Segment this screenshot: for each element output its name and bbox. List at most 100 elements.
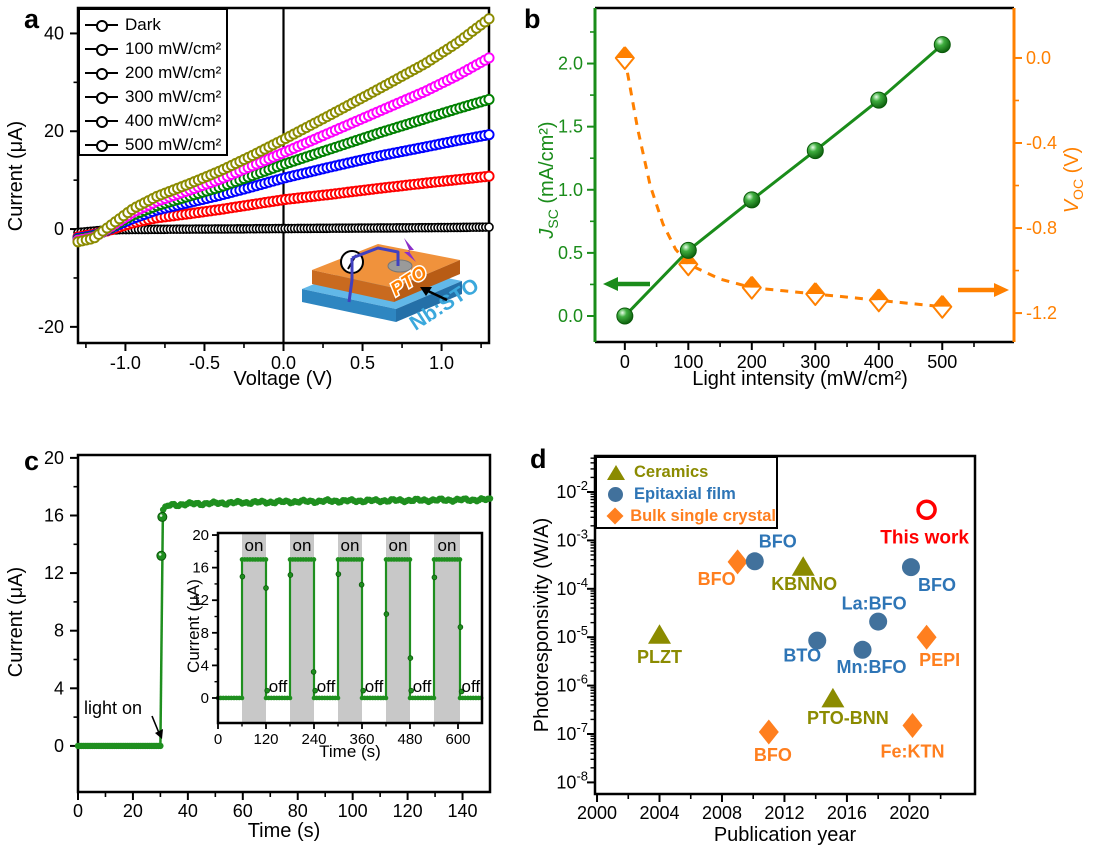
diamond-marker-icon [606, 507, 624, 525]
legend-label: Bulk single crystal [630, 506, 776, 525]
legend-item-300: 300 mW/cm² [80, 85, 226, 109]
svg-text:4: 4 [54, 678, 64, 698]
svg-text:20: 20 [44, 121, 64, 141]
svg-text:-1.2: -1.2 [1026, 303, 1057, 323]
svg-text:This work: This work [880, 528, 969, 549]
svg-text:-0.4: -0.4 [1026, 133, 1057, 153]
svg-text:-0.8: -0.8 [1026, 218, 1057, 238]
svg-text:La:BFO: La:BFO [842, 594, 907, 614]
svg-text:10-4: 10-4 [556, 575, 588, 599]
line-circle-marker-icon [85, 139, 118, 152]
legend-label: 300 mW/cm² [125, 87, 222, 106]
svg-text:40: 40 [44, 23, 64, 43]
svg-text:10-7: 10-7 [556, 720, 588, 744]
svg-text:0: 0 [620, 352, 630, 372]
svg-text:10-3: 10-3 [556, 526, 588, 550]
circle-marker-icon [606, 486, 625, 502]
legend-label: Ceramics [634, 462, 709, 481]
svg-text:1.0: 1.0 [429, 353, 454, 373]
svg-text:240: 240 [301, 731, 326, 748]
svg-text:0.5: 0.5 [350, 353, 375, 373]
svg-text:0.5: 0.5 [558, 243, 583, 263]
svg-text:0: 0 [54, 219, 64, 239]
svg-text:360: 360 [349, 731, 374, 748]
svg-text:KBNNO: KBNNO [771, 574, 837, 594]
line-circle-marker-icon [85, 19, 118, 32]
svg-text:2.0: 2.0 [558, 54, 583, 74]
svg-text:0.0: 0.0 [558, 306, 583, 326]
svg-text:BFO: BFO [759, 531, 797, 551]
svg-text:0: 0 [73, 801, 83, 821]
svg-text:16: 16 [44, 505, 64, 525]
panel-a-legend: Dark 100 mW/cm² 200 mW/cm² 300 mW/cm² 40… [78, 8, 228, 156]
legend-item-400: 400 mW/cm² [80, 109, 226, 133]
svg-text:on: on [438, 536, 457, 555]
svg-text:600: 600 [445, 731, 470, 748]
svg-text:8: 8 [201, 625, 209, 642]
svg-text:off: off [413, 677, 432, 696]
legend-item-ceramics: Ceramics [606, 461, 776, 483]
svg-text:0.0: 0.0 [1026, 48, 1051, 68]
legend-label: 100 mW/cm² [125, 39, 222, 58]
svg-text:BFO: BFO [754, 745, 792, 765]
svg-text:100: 100 [338, 801, 368, 821]
legend-item-bulk-single-crystal: Bulk single crystal [606, 505, 776, 527]
svg-text:2004: 2004 [639, 803, 679, 823]
svg-text:20: 20 [192, 527, 209, 544]
svg-text:-0.5: -0.5 [189, 353, 220, 373]
triangle-marker-icon [606, 464, 625, 480]
svg-text:2008: 2008 [702, 803, 742, 823]
svg-text:16: 16 [192, 560, 209, 577]
svg-text:2016: 2016 [827, 803, 867, 823]
svg-text:on: on [245, 536, 264, 555]
svg-text:on: on [389, 536, 408, 555]
legend-label: Epitaxial film [634, 484, 736, 503]
svg-text:120: 120 [253, 731, 278, 748]
svg-text:Fe:KTN: Fe:KTN [881, 741, 945, 761]
legend-item-500: 500 mW/cm² [80, 133, 226, 157]
svg-text:20: 20 [123, 801, 143, 821]
legend-label: 500 mW/cm² [125, 135, 222, 154]
svg-text:4: 4 [201, 657, 209, 674]
svg-text:off: off [269, 677, 288, 696]
svg-text:0: 0 [54, 736, 64, 756]
svg-text:10-6: 10-6 [556, 672, 588, 696]
svg-text:PEPI: PEPI [919, 650, 960, 670]
svg-text:20: 20 [44, 448, 64, 468]
legend-item-epitaxial-film: Epitaxial film [606, 483, 776, 505]
svg-text:off: off [365, 677, 384, 696]
svg-text:-20: -20 [38, 317, 64, 337]
line-circle-marker-icon [85, 67, 118, 80]
legend-label: 200 mW/cm² [125, 63, 222, 82]
svg-text:40: 40 [178, 801, 198, 821]
svg-text:140: 140 [448, 801, 478, 821]
legend-label: Dark [125, 15, 161, 34]
panel-d-legend: Ceramics Epitaxial film Bulk single crys… [595, 456, 778, 529]
svg-text:off: off [462, 677, 481, 696]
svg-text:BFO: BFO [918, 575, 956, 595]
svg-text:-1.0: -1.0 [110, 353, 141, 373]
svg-text:60: 60 [233, 801, 253, 821]
svg-text:0.0: 0.0 [271, 353, 296, 373]
svg-text:0: 0 [214, 731, 222, 748]
svg-text:10-2: 10-2 [556, 478, 588, 502]
svg-text:10-8: 10-8 [556, 768, 588, 792]
svg-text:1.0: 1.0 [558, 180, 583, 200]
svg-text:2020: 2020 [889, 803, 929, 823]
svg-text:2000: 2000 [577, 803, 617, 823]
svg-text:BFO: BFO [698, 569, 736, 589]
svg-text:Mn:BFO: Mn:BFO [837, 657, 907, 677]
legend-item-200: 200 mW/cm² [80, 61, 226, 85]
line-circle-marker-icon [85, 91, 118, 104]
svg-text:120: 120 [393, 801, 423, 821]
svg-text:10-5: 10-5 [556, 623, 588, 647]
svg-text:500: 500 [927, 352, 957, 372]
svg-text:2012: 2012 [764, 803, 804, 823]
legend-item-dark: Dark [80, 13, 226, 37]
svg-text:on: on [293, 536, 312, 555]
svg-text:off: off [317, 677, 336, 696]
svg-text:0: 0 [201, 690, 209, 707]
line-circle-marker-icon [85, 43, 118, 56]
